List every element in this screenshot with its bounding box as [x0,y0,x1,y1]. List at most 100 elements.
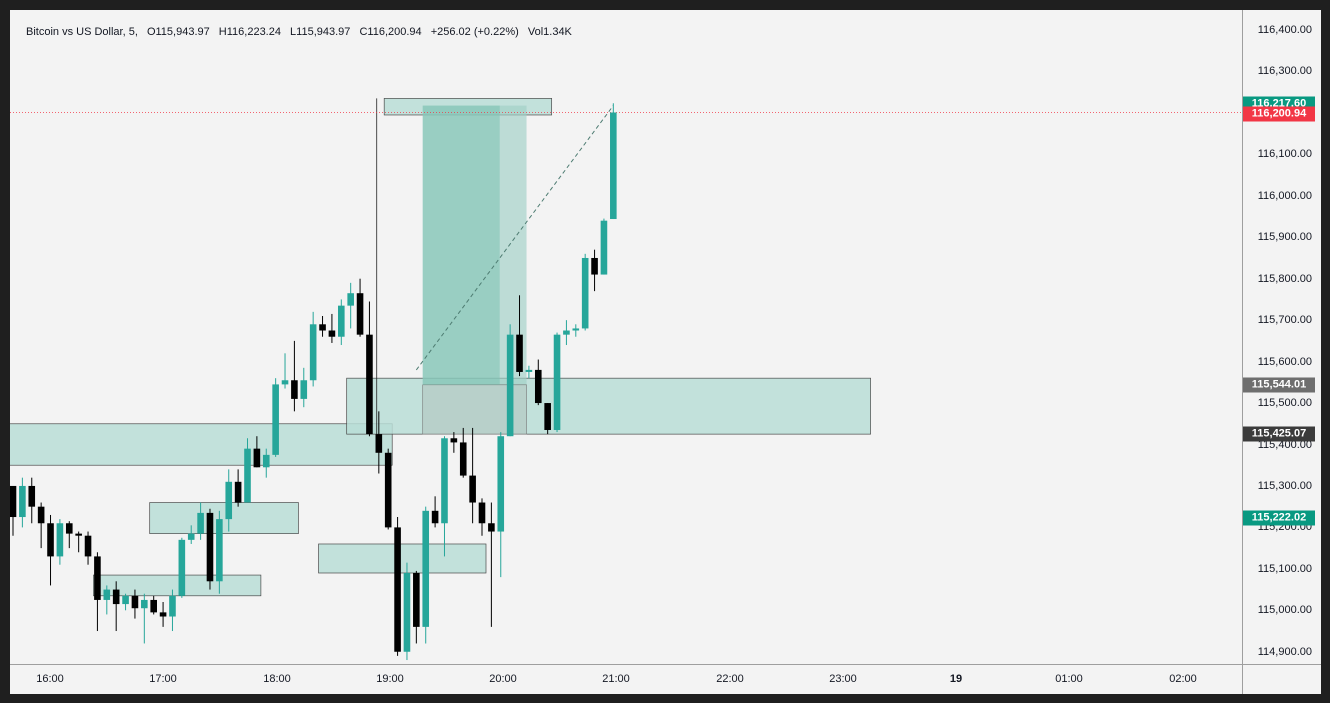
price-tick-label: 115,600.00 [1257,355,1312,368]
candle-body [197,512,204,534]
time-tick-label: 20:00 [489,673,517,685]
candle-body [94,556,101,600]
candle-body [244,448,251,503]
candle-body [506,334,514,437]
candle-body [328,330,336,337]
price-tick-label: 115,700.00 [1257,314,1312,327]
candle-body [84,535,92,557]
candle-body [300,380,308,399]
candle-body [516,334,523,372]
zone-rectangle[interactable] [149,502,299,534]
candle-body [441,438,448,524]
price-tick-label: 115,800.00 [1257,272,1312,285]
legend-close: C116,200.94 [359,26,422,38]
candle-body [112,589,120,605]
candle-body [103,589,111,600]
candle-body [375,434,383,453]
candle-body [591,257,598,275]
chart-pane[interactable]: Bitcoin vs US Dollar, 5, O115,943.97 H11… [10,10,1242,664]
candle-body [525,369,533,372]
price-tick-label: 116,100.00 [1257,148,1312,161]
price-tick-label: 115,900.00 [1257,231,1312,244]
candle-body [581,257,589,329]
price-badge-green: 115,222.02 [1243,510,1315,526]
candle-body [347,293,354,306]
candle-body [450,438,458,443]
candlestick-plot[interactable] [10,10,1242,664]
price-badge-gray: 115,544.01 [1243,377,1315,393]
time-tick-label: 18:00 [263,673,291,685]
price-badge-red: 116,200.94 [1243,106,1315,121]
candle-body [187,533,195,540]
candle-body [28,485,36,507]
candle-body [225,481,233,520]
candle-body [159,612,167,617]
candle-body [75,533,82,536]
time-tick-label: 21:00 [602,673,630,685]
price-badge-dark: 115,425.07 [1243,426,1315,442]
candle-body [553,334,561,430]
legend-change: +256.02 (+0.22%) [430,26,519,38]
candle-body [610,112,617,220]
candle-body [178,539,186,596]
candle-body [262,454,270,468]
axis-corner [1242,664,1321,694]
candle-body [253,448,261,468]
candle-body [366,334,373,435]
price-tick-label: 115,100.00 [1257,562,1312,575]
candle-body [131,595,139,609]
candle-body [403,572,411,652]
candle-body [488,523,495,532]
candle-body [319,324,326,331]
candle-body [431,510,439,524]
position-active-area [422,105,500,385]
time-tick-label: 19:00 [376,673,404,685]
candle-body [206,512,214,582]
candle-body [234,481,242,503]
candle-body [394,527,401,652]
symbol-legend: Bitcoin vs US Dollar, 5, O115,943.97 H11… [26,26,578,38]
time-tick-label: 22:00 [716,673,744,685]
zone-rectangle[interactable] [10,423,393,466]
candle-body [272,384,279,455]
candle-body [356,293,364,335]
price-tick-label: 116,300.00 [1257,65,1312,78]
candle-body [291,380,298,399]
time-tick-label: 01:00 [1055,673,1083,685]
candle-body [169,595,176,617]
candle-body [534,369,542,404]
time-tick-label: 17:00 [149,673,177,685]
candle-body [338,305,345,337]
price-tick-label: 114,900.00 [1257,645,1312,658]
candle-body [413,572,420,627]
price-tick-label: 116,400.00 [1257,24,1312,36]
candle-body [19,485,26,518]
candle-body [122,595,129,605]
candle-body [65,523,73,534]
candle-body [309,324,317,381]
candle-body [544,403,551,430]
candle-body [47,523,54,557]
time-axis[interactable]: 16:00 17:00 18:00 19:00 20:00 21:00 22:00 23:00… [10,664,1242,694]
time-tick-label: 02:00 [1169,673,1197,685]
legend-symbol[interactable]: Bitcoin vs US Dollar, 5, [26,26,138,38]
candle-body [600,220,608,275]
candle-body [422,510,430,627]
candle-body [497,436,505,532]
trend-dashed-line [415,105,614,371]
candle-body [563,330,570,335]
candle-body [216,519,223,582]
candle-body [478,502,486,524]
zone-rectangle[interactable] [318,543,487,574]
candle-body [572,328,580,331]
legend-volume: Vol1.34K [527,26,572,38]
candle-body [37,506,45,524]
time-tick-label: 23:00 [829,673,857,685]
price-tick-label: 115,000.00 [1257,604,1312,617]
candle-body [150,599,157,613]
candle-body [469,475,476,503]
candle-body [281,380,289,385]
price-tick-label: 115,500.00 [1257,397,1312,410]
candle-body [10,485,17,518]
candle-body [459,442,467,476]
